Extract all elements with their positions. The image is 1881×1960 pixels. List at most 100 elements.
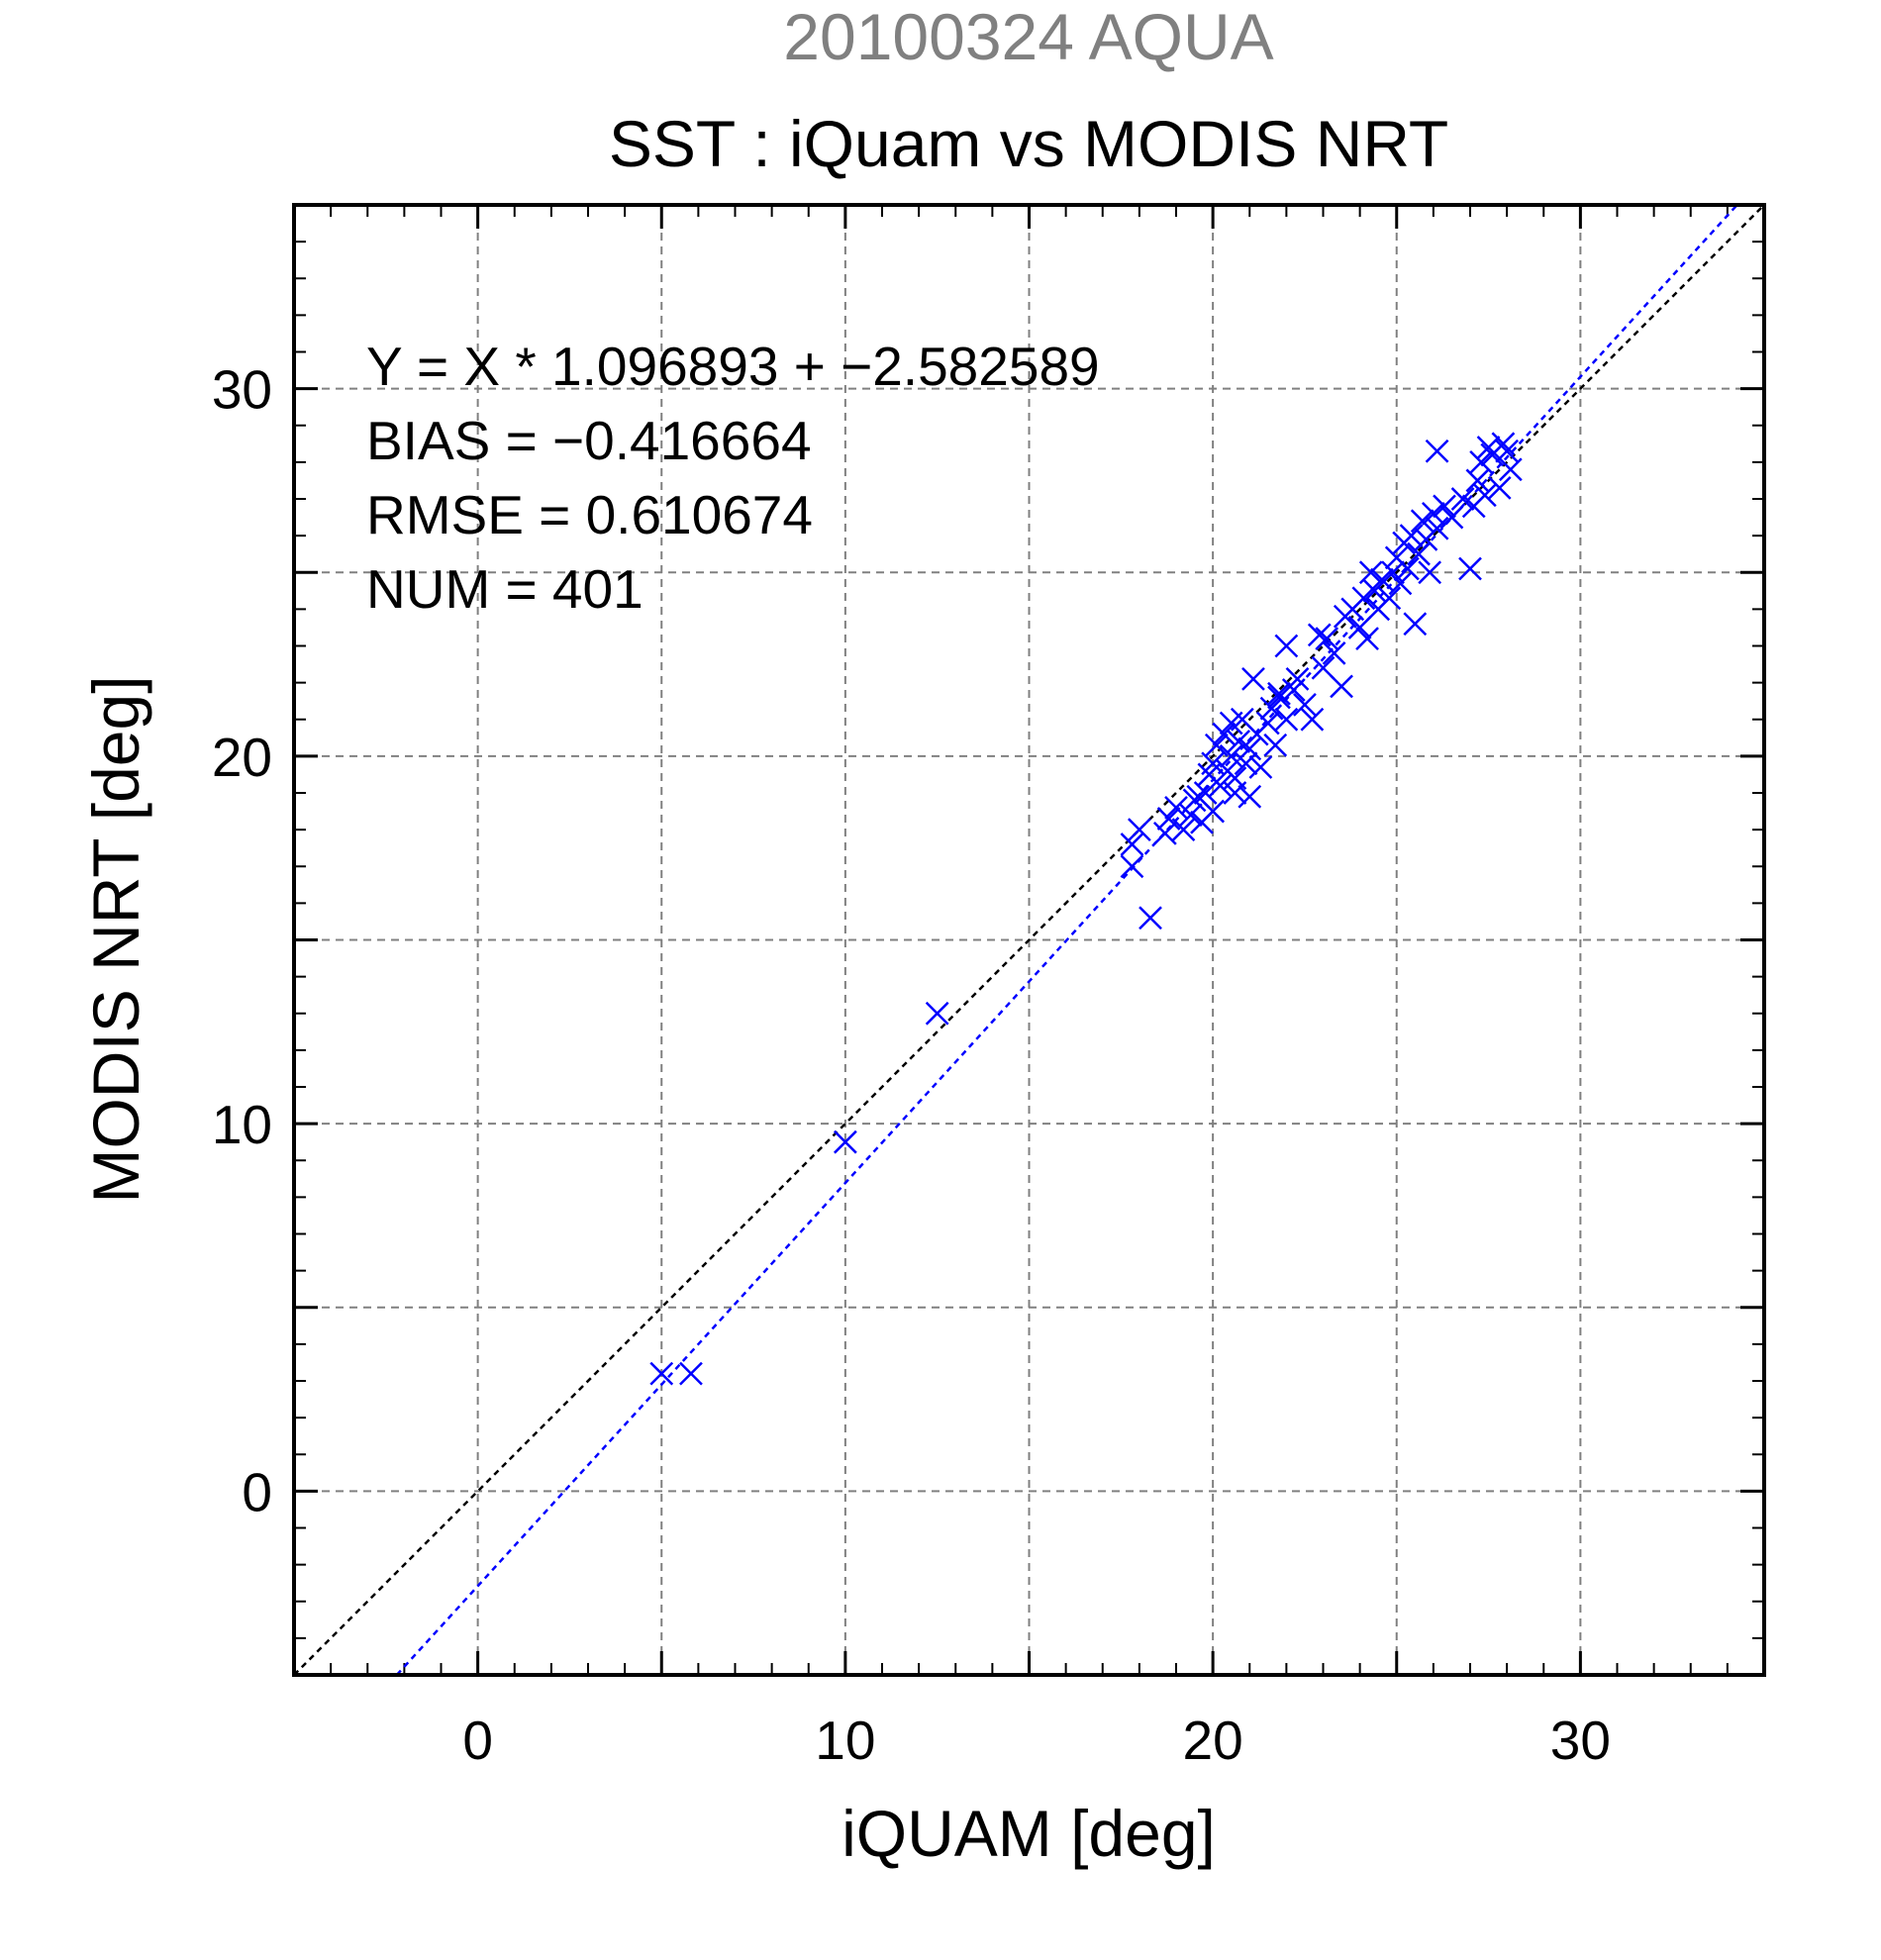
data-point — [1399, 524, 1424, 548]
y-tick-label: 10 — [212, 1094, 272, 1155]
data-point — [1388, 571, 1413, 596]
data-point — [1307, 623, 1332, 647]
data-point-stroke — [1495, 439, 1520, 463]
x-tick-label: 10 — [815, 1710, 875, 1771]
data-point — [1171, 818, 1196, 842]
y-axis-label: MODIS NRT [deg] — [79, 675, 152, 1203]
data-point — [1425, 516, 1449, 540]
data-point-stroke — [1476, 436, 1501, 459]
data-point-stroke — [1120, 833, 1144, 856]
data-point — [1491, 432, 1516, 456]
data-point — [1403, 612, 1428, 637]
y-tick-label: 30 — [212, 359, 272, 421]
data-point-stroke — [1388, 571, 1413, 596]
data-point — [1208, 773, 1233, 798]
data-point-stroke — [1267, 681, 1291, 706]
data-point-stroke — [1322, 641, 1346, 665]
data-point — [1227, 730, 1250, 753]
data-point — [1263, 733, 1288, 757]
data-point-stroke — [1487, 475, 1512, 500]
data-point-stroke — [1285, 667, 1310, 691]
data-point-stroke — [1171, 818, 1196, 842]
y-tick-label: 20 — [212, 727, 272, 788]
data-point — [1381, 560, 1405, 585]
data-point-stroke — [1300, 707, 1325, 732]
data-point-stroke — [1307, 623, 1332, 647]
data-point — [1439, 505, 1464, 530]
data-point-stroke — [1186, 784, 1211, 809]
data-point — [1472, 483, 1497, 508]
data-point-stroke — [1274, 707, 1299, 732]
stat-line-2: BIAS = −0.416664 — [366, 410, 812, 471]
data-point-stroke — [1377, 586, 1402, 611]
data-point-stroke — [1384, 545, 1409, 570]
data-point-stroke — [1238, 736, 1262, 761]
data-point — [1396, 556, 1420, 581]
data-point — [1127, 818, 1151, 842]
data-point-stroke — [1418, 560, 1442, 585]
data-point-stroke — [1230, 707, 1254, 732]
data-point-stroke — [1259, 696, 1284, 721]
data-point-stroke — [1407, 541, 1431, 566]
data-point-stroke — [1241, 667, 1265, 691]
data-point — [1351, 586, 1376, 611]
data-point — [1178, 803, 1203, 828]
data-point-stroke — [1156, 807, 1181, 831]
stat-line-4: NUM = 401 — [366, 558, 644, 620]
data-point — [1186, 784, 1211, 809]
data-point-stroke — [925, 1001, 949, 1026]
data-point — [1315, 627, 1339, 650]
data-point-stroke — [1370, 567, 1394, 592]
data-point — [1418, 560, 1442, 585]
data-point-stroke — [1178, 803, 1203, 828]
data-point — [1212, 722, 1237, 746]
data-point-stroke — [1347, 616, 1372, 639]
data-point-stroke — [1223, 766, 1247, 791]
x-tick-label: 20 — [1183, 1710, 1243, 1771]
data-point-stroke — [1421, 501, 1445, 526]
data-point-stroke — [1204, 733, 1229, 757]
data-point — [1311, 655, 1336, 680]
data-point — [1358, 560, 1383, 585]
data-point-stroke — [1267, 685, 1291, 710]
data-point-stroke — [1227, 730, 1250, 753]
data-point-stroke — [1311, 655, 1336, 680]
data-point-stroke — [1152, 821, 1177, 845]
data-point-stroke — [1219, 743, 1243, 768]
data-point-stroke — [1274, 634, 1299, 658]
data-point-stroke — [833, 1129, 857, 1154]
data-point — [1138, 906, 1162, 931]
data-point — [1370, 567, 1394, 592]
data-point-stroke — [1465, 468, 1490, 493]
data-point-stroke — [1403, 612, 1428, 637]
data-point — [1223, 766, 1247, 791]
data-point — [1274, 634, 1299, 658]
data-point — [1377, 586, 1402, 611]
data-point-stroke — [1472, 483, 1497, 508]
data-point — [1476, 436, 1501, 459]
data-point-stroke — [1201, 799, 1226, 824]
x-tick-label: 30 — [1550, 1710, 1611, 1771]
data-point — [1201, 751, 1226, 776]
data-point-stroke — [1248, 755, 1273, 779]
data-point-stroke — [1491, 432, 1516, 456]
plot-frame — [292, 203, 1766, 1677]
data-point-stroke — [1315, 627, 1339, 650]
data-point-stroke — [1469, 449, 1494, 474]
data-point-stroke — [649, 1361, 674, 1386]
data-point — [1156, 807, 1181, 831]
x-axis-label: iQUAM [deg] — [842, 1797, 1216, 1870]
x-tick-labels: 0 10 20 30 — [462, 1710, 1611, 1771]
data-point-stroke — [1330, 674, 1353, 699]
data-point — [1330, 674, 1353, 699]
data-point-stroke — [1351, 586, 1376, 611]
data-point-stroke — [1425, 516, 1449, 540]
data-point-stroke — [1396, 556, 1420, 581]
data-point — [1241, 667, 1265, 691]
x-tick-label: 0 — [462, 1710, 493, 1771]
data-point — [1450, 487, 1475, 511]
reference-lines — [293, 204, 1765, 1676]
data-point-stroke — [1263, 733, 1288, 757]
data-point — [1425, 439, 1449, 463]
data-point-stroke — [1238, 784, 1262, 809]
